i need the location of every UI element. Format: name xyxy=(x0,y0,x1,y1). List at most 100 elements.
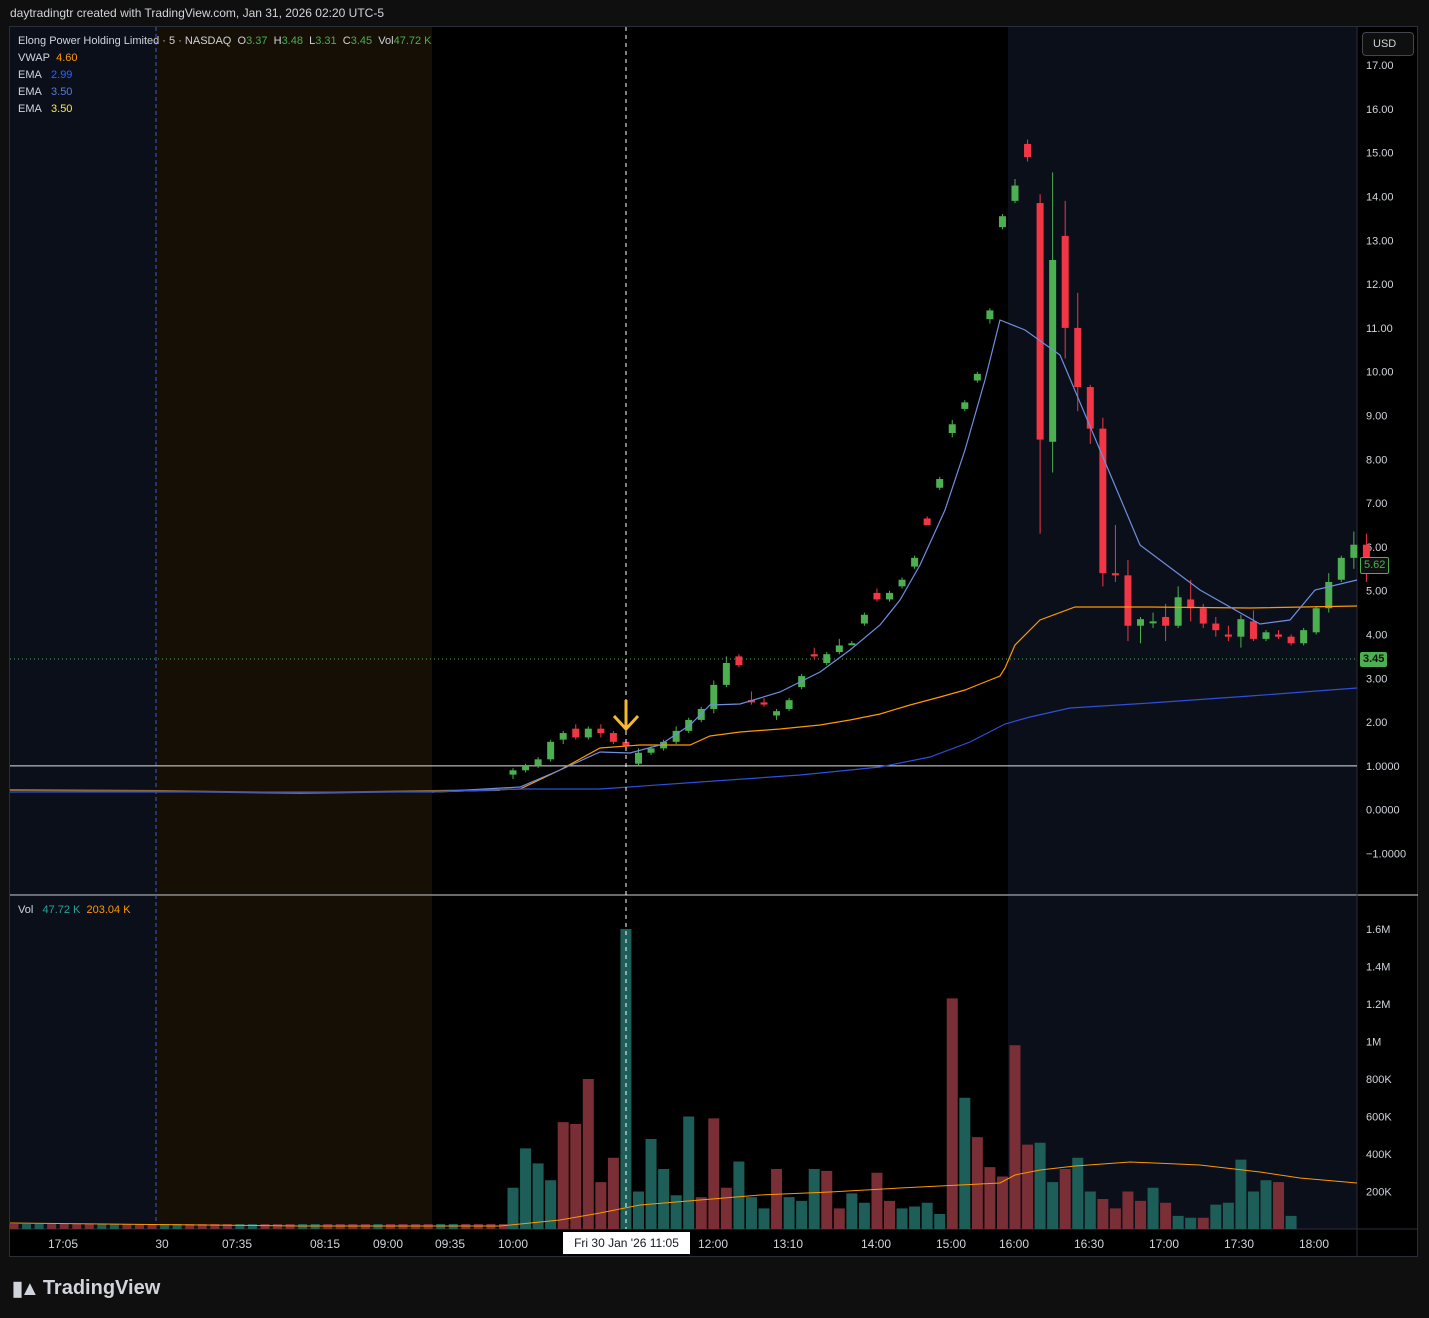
volume-bar xyxy=(745,1197,757,1229)
tradingview-logo[interactable]: ▮▲ TradingView xyxy=(12,1276,160,1301)
volume-bar xyxy=(1022,1144,1034,1229)
indicator-name: EMA xyxy=(18,86,42,98)
volume-bar xyxy=(959,1097,971,1229)
indicator-ema-2[interactable]: EMA 3.50 xyxy=(18,84,432,101)
session-bg-afterhours xyxy=(1008,27,1357,895)
candle-body xyxy=(1036,203,1044,440)
currency-button[interactable]: USD xyxy=(1362,32,1414,56)
indicator-vwap[interactable]: VWAP 4.60 xyxy=(18,50,432,67)
vwap-line xyxy=(431,605,1358,793)
candle-body xyxy=(1137,619,1144,626)
volume-bar xyxy=(185,1224,195,1229)
time-tick-label: 17:30 xyxy=(1224,1237,1254,1251)
time-tick-label: 18:00 xyxy=(1299,1237,1329,1251)
price-tick-label: 15.00 xyxy=(1366,148,1394,160)
price-tick-label: 8.00 xyxy=(1366,454,1387,466)
chart-attribution: daytradingtr created with TradingView.co… xyxy=(10,6,384,20)
candle-body xyxy=(1337,557,1345,580)
symbol-title[interactable]: Elong Power Holding Limited · 5 · NASDAQ xyxy=(18,35,232,47)
candle-body xyxy=(735,656,743,666)
volume-bar xyxy=(658,1169,670,1229)
candle-body xyxy=(961,402,969,409)
volume-bar xyxy=(172,1224,182,1229)
candle-body xyxy=(572,728,580,738)
indicator-name: EMA xyxy=(18,103,42,115)
volume-bar xyxy=(507,1187,519,1229)
volume-bar xyxy=(1084,1191,1096,1229)
volume-bar xyxy=(783,1197,795,1229)
volume-bar xyxy=(570,1124,582,1229)
candle-body xyxy=(1249,621,1257,639)
close-value: 3.45 xyxy=(350,35,373,47)
candle-body xyxy=(1086,387,1094,429)
volume-bar xyxy=(235,1224,245,1229)
volume-bar xyxy=(708,1118,720,1229)
candle-body xyxy=(584,728,592,738)
candle-body xyxy=(948,424,956,434)
volume-bar xyxy=(670,1195,682,1229)
volume-bar xyxy=(247,1224,257,1229)
volume-bar xyxy=(1210,1204,1222,1229)
indicator-name: EMA xyxy=(18,69,42,81)
time-tick-label: 13:10 xyxy=(773,1237,803,1251)
high-label: H xyxy=(273,35,282,47)
volume-ma-line xyxy=(9,1161,1358,1227)
candle-body xyxy=(986,310,994,320)
volume-bar xyxy=(595,1182,607,1229)
price-tick-label: −1.0000 xyxy=(1366,849,1406,861)
volume-tick-label: 200K xyxy=(1366,1187,1392,1199)
volume-bar xyxy=(909,1206,921,1229)
time-tick-label: 17:05 xyxy=(48,1237,78,1251)
volume-bar xyxy=(72,1224,82,1229)
candle-body xyxy=(773,711,781,716)
volume-bar xyxy=(934,1214,946,1229)
volume-bar xyxy=(1273,1182,1285,1229)
candle-body xyxy=(760,702,768,705)
volume-bar xyxy=(1135,1200,1146,1229)
price-tick-label: 1.0000 xyxy=(1366,761,1400,773)
close-label: C xyxy=(342,35,351,47)
volume-bar xyxy=(996,1176,1008,1229)
candle-body xyxy=(1111,573,1119,576)
time-tick-label: 09:00 xyxy=(373,1237,403,1251)
volume-bar xyxy=(796,1200,808,1229)
price-tick-label: 17.00 xyxy=(1366,60,1394,72)
indicator-ema-3[interactable]: EMA 3.50 xyxy=(18,101,432,118)
candle-body xyxy=(722,662,730,685)
candle-body xyxy=(509,770,517,775)
candle-body xyxy=(1162,616,1170,626)
time-tick-label: 10:00 xyxy=(498,1237,528,1251)
candle-body xyxy=(1350,544,1358,558)
volume-tick-label: 800K xyxy=(1366,1074,1392,1086)
candle-body xyxy=(547,741,555,760)
volume-bar xyxy=(946,998,958,1229)
candle-body xyxy=(873,592,881,600)
candle-body xyxy=(886,592,893,600)
indicator-value: 4.60 xyxy=(56,52,78,64)
volume-bar xyxy=(122,1224,132,1229)
volume-bar xyxy=(1097,1199,1109,1229)
price-tick-label: 2.00 xyxy=(1366,717,1387,729)
volume-bar xyxy=(545,1180,557,1229)
candle-body xyxy=(1224,634,1232,637)
indicator-value: 3.50 xyxy=(51,103,73,115)
candle-body xyxy=(1275,634,1283,637)
volume-bar xyxy=(1222,1202,1234,1229)
price-tick-label: 12.00 xyxy=(1366,279,1394,291)
volume-bar xyxy=(210,1224,220,1229)
candle-body xyxy=(1174,597,1182,626)
candle-body xyxy=(1212,623,1220,631)
volume-bar xyxy=(720,1187,732,1229)
volume-bar xyxy=(1260,1180,1272,1229)
volume-bar xyxy=(846,1193,858,1229)
volume-bar xyxy=(109,1224,119,1229)
price-tick-label: 11.00 xyxy=(1366,323,1393,335)
volume-bar xyxy=(147,1224,157,1229)
candle-body xyxy=(1011,185,1019,201)
candle-body xyxy=(559,733,567,740)
time-tick-label: 12:00 xyxy=(698,1237,728,1251)
volume-bar xyxy=(532,1163,544,1229)
indicator-ema-1[interactable]: EMA 2.99 xyxy=(18,67,432,84)
volume-bar xyxy=(733,1161,745,1229)
